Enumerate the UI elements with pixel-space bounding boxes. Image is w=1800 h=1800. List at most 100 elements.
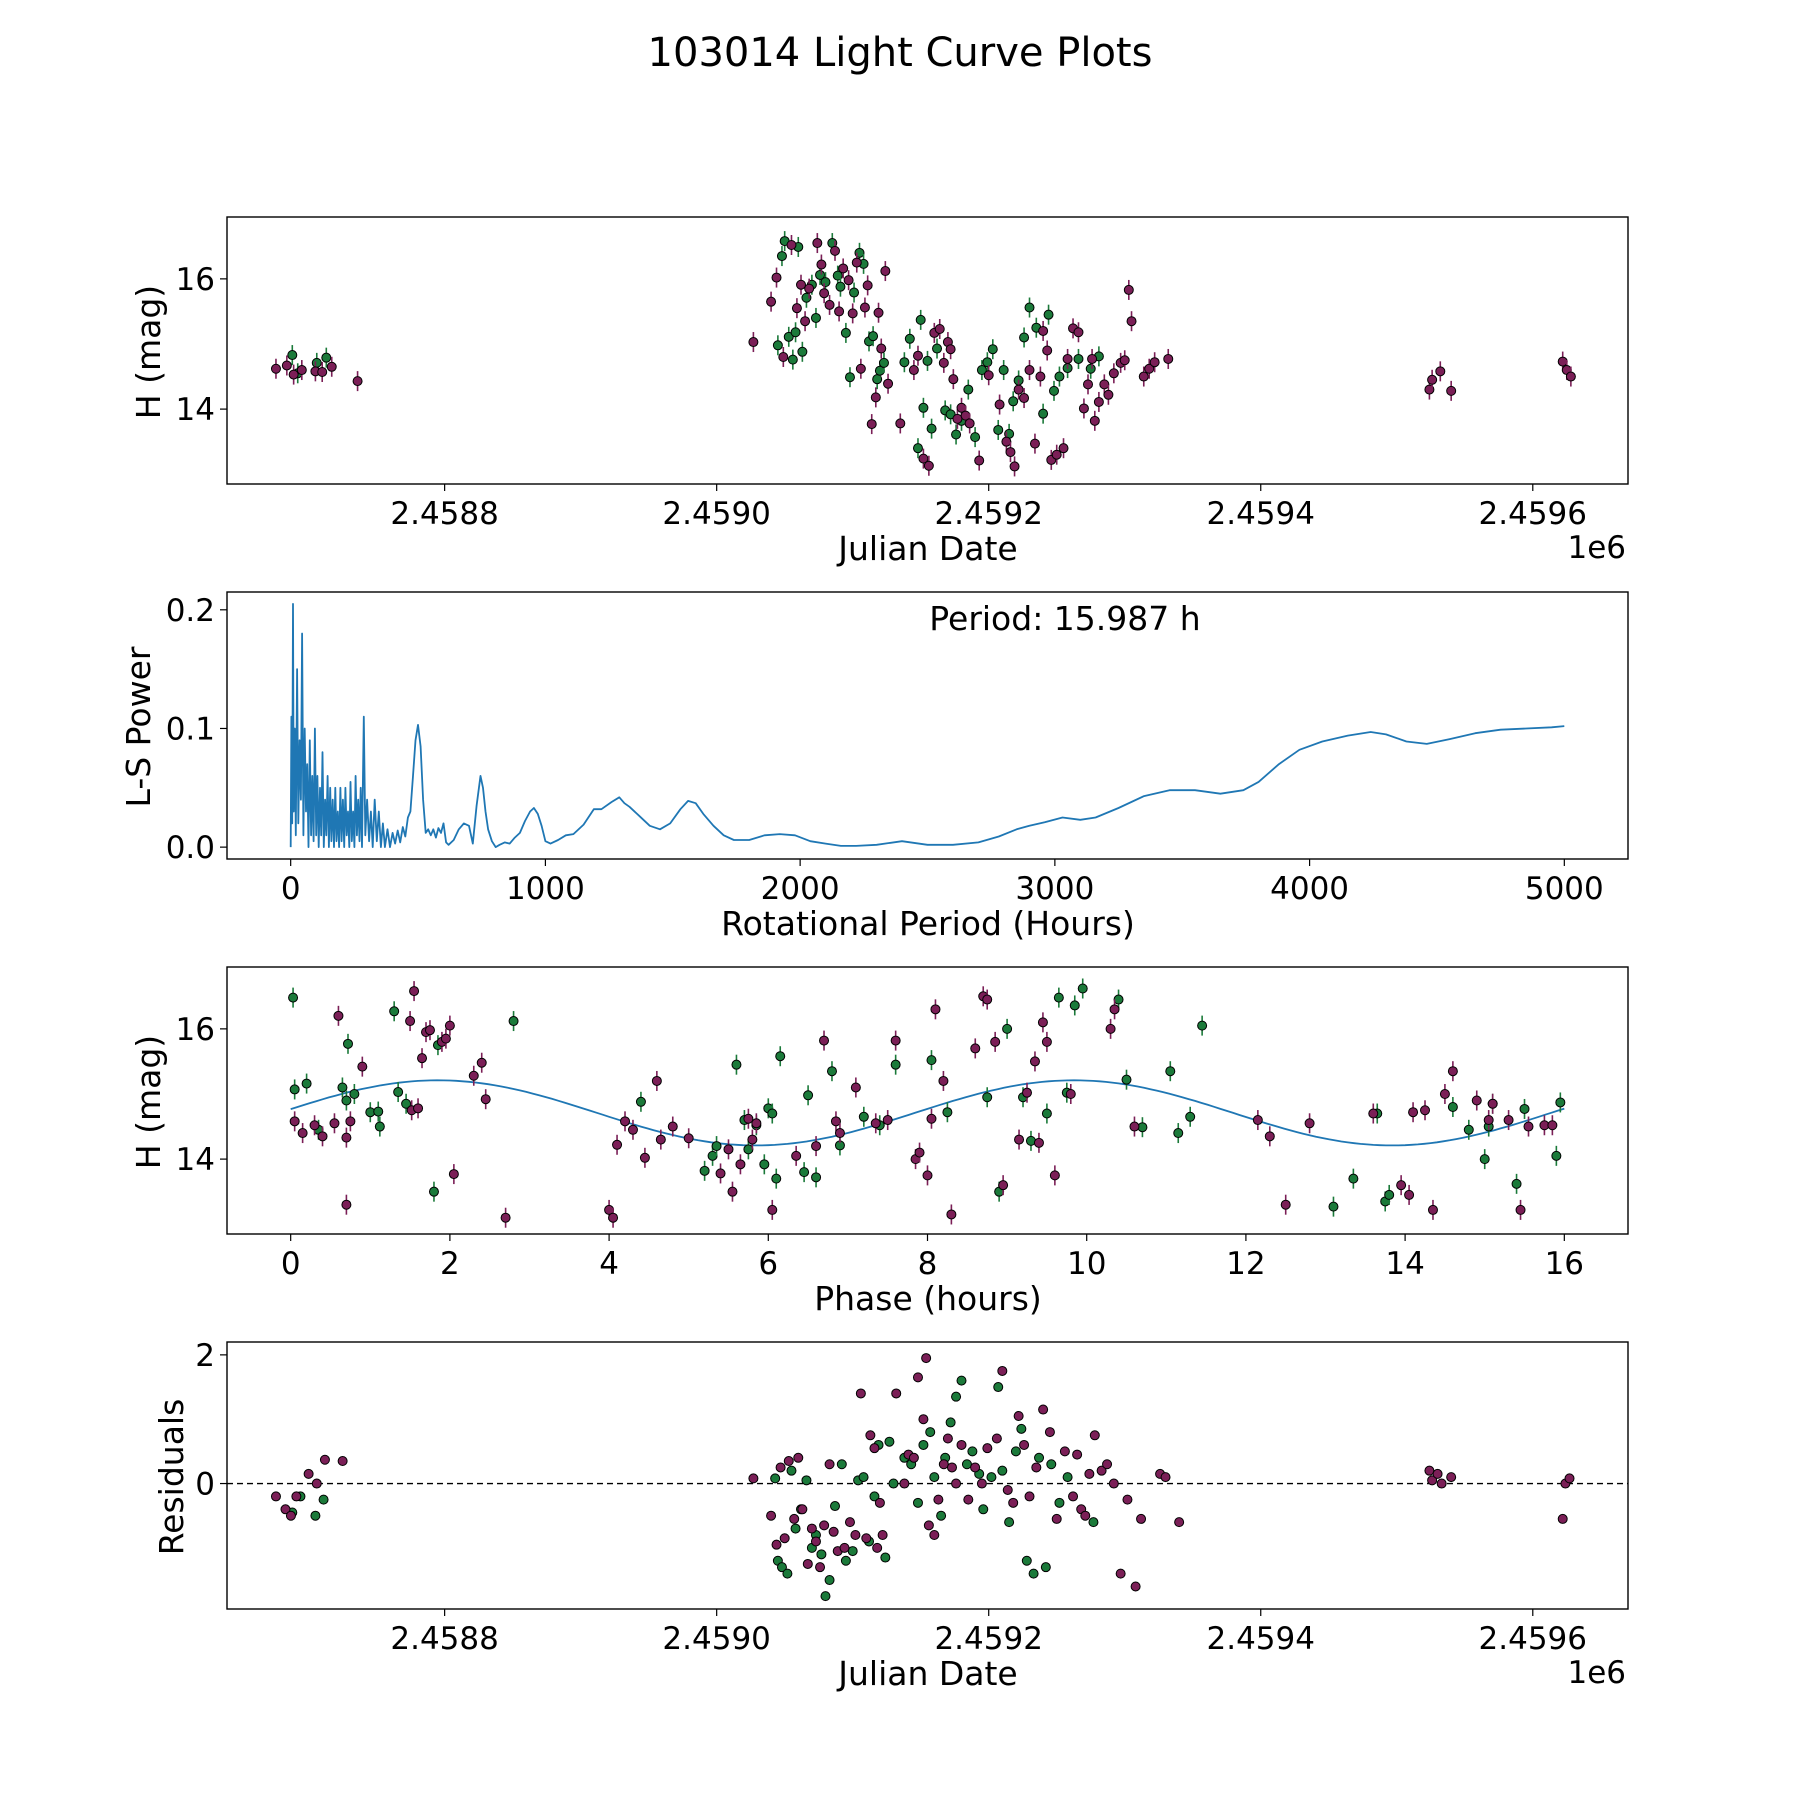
residuals-purple-point xyxy=(806,1523,817,1534)
residuals-green-point xyxy=(967,1446,978,1457)
lightcurve-purple-point xyxy=(1427,374,1438,385)
lightcurve-purple-point xyxy=(791,303,802,314)
phased-purple-point xyxy=(727,1186,738,1197)
phased-purple-point xyxy=(1029,1056,1040,1067)
lightcurve-green-point xyxy=(1038,408,1049,419)
lightcurve-purple-point xyxy=(938,357,949,368)
phased-green-point xyxy=(811,1172,822,1183)
phased-purple-point xyxy=(767,1204,778,1215)
lightcurve-purple-point xyxy=(352,376,363,387)
residuals-purple-point xyxy=(1102,1459,1113,1470)
lightcurve-purple-point xyxy=(880,266,891,277)
lightcurve-purple-point xyxy=(812,238,823,249)
lightcurve-purple-point xyxy=(983,370,994,381)
lightcurve-purple-point xyxy=(883,378,894,389)
residuals-green-point xyxy=(1088,1517,1099,1528)
residuals-green-point xyxy=(1034,1452,1045,1463)
residuals-purple-point xyxy=(872,1542,883,1553)
lightcurve-green-point xyxy=(1043,309,1054,320)
lightcurve-green-point xyxy=(976,365,987,376)
residuals-purple-point xyxy=(1096,1465,1107,1476)
lightcurve-purple-point xyxy=(1557,356,1568,367)
phased-green-point xyxy=(1197,1020,1208,1031)
lightcurve-purple-point xyxy=(847,308,858,319)
phased-purple-point xyxy=(1037,1017,1048,1028)
lightcurve-purple-point xyxy=(870,392,881,403)
lightcurve-purple-point xyxy=(876,343,887,354)
phased-purple-point xyxy=(922,1170,933,1181)
residuals-purple-point xyxy=(908,1452,919,1463)
phased-xtick-label: 2 xyxy=(440,1246,460,1282)
lightcurve-purple-point xyxy=(317,366,328,377)
residuals-green-point xyxy=(318,1494,329,1505)
lightcurve-purple-point xyxy=(816,259,827,270)
residuals-purple-point xyxy=(850,1530,861,1541)
phased-purple-point xyxy=(1427,1204,1438,1215)
residuals-purple-point xyxy=(899,1478,910,1489)
lightcurve-purple-point xyxy=(948,374,959,385)
residuals-purple-point xyxy=(991,1433,1002,1444)
phased-green-point xyxy=(1069,1000,1080,1011)
residuals-green-point xyxy=(997,1465,1008,1476)
residuals-purple-point xyxy=(869,1443,880,1454)
lightcurve-offset-label: 1e6 xyxy=(1567,530,1626,566)
periodogram-ytick-label: 0.0 xyxy=(166,830,215,866)
residuals-purple-point xyxy=(938,1459,949,1470)
phased-green-point xyxy=(826,1066,837,1077)
residuals-green-point xyxy=(1021,1555,1032,1566)
lightcurve-purple-point xyxy=(1108,368,1119,379)
lightcurve-green-point xyxy=(970,432,981,443)
lightcurve-green-point xyxy=(915,314,926,325)
residuals-purple-point xyxy=(1024,1491,1035,1502)
residuals-purple-point xyxy=(280,1504,291,1515)
residuals-green-point xyxy=(310,1510,321,1521)
phased-purple-point xyxy=(345,1116,356,1127)
phased-ylabel: H (mag) xyxy=(129,1035,168,1169)
residuals-purple-point xyxy=(1013,1410,1024,1421)
phased-green-point xyxy=(799,1167,810,1178)
phased-purple-point xyxy=(834,1128,845,1139)
phased-purple-point xyxy=(890,1035,901,1046)
periodogram-xtick-label: 0 xyxy=(281,871,301,907)
lightcurve-green-point xyxy=(993,424,1004,435)
periodogram-ytick-label: 0.1 xyxy=(166,711,215,747)
lightcurve-purple-point xyxy=(1009,461,1020,472)
phased-panel: Phase (hours) H (mag) 0 2 4 6 8 10 12 14 16 14 16 xyxy=(129,966,1629,1318)
lightcurve-green-point xyxy=(787,354,798,365)
residuals-green-point xyxy=(956,1375,967,1386)
phased-purple-point xyxy=(405,1016,416,1027)
phased-xtick-label: 16 xyxy=(1545,1246,1584,1282)
lightcurve-purple-point xyxy=(288,369,299,380)
lightcurve-green-point xyxy=(844,372,855,383)
lightcurve-purple-point xyxy=(1062,353,1073,364)
lightcurve-purple-point xyxy=(270,363,281,374)
residuals-purple-point xyxy=(933,1494,944,1505)
lightcurve-green-point xyxy=(926,423,937,434)
residuals-xtick-label: 2.4590 xyxy=(662,1621,770,1657)
phased-ytick-label: 14 xyxy=(176,1142,215,1178)
phased-purple-point xyxy=(1041,1036,1052,1047)
phased-green-point xyxy=(393,1087,404,1098)
residuals-purple-point xyxy=(1019,1439,1030,1450)
phased-green-point xyxy=(771,1173,782,1184)
residuals-xlabel: Julian Date xyxy=(836,1654,1018,1693)
phased-purple-point xyxy=(1439,1088,1450,1099)
phased-green-point xyxy=(767,1108,778,1119)
lightcurve-purple-point xyxy=(834,306,845,317)
lightcurve-ylabel: H (mag) xyxy=(129,285,168,419)
residuals-purple-point xyxy=(1174,1517,1185,1528)
phased-green-point xyxy=(508,1016,519,1027)
lightcurve-green-point xyxy=(878,357,889,368)
residuals-purple-point xyxy=(291,1491,302,1502)
phased-purple-point xyxy=(651,1075,662,1086)
lightcurve-purple-point xyxy=(1446,385,1457,396)
lightcurve-purple-point xyxy=(766,296,777,307)
lightcurve-purple-point xyxy=(1123,284,1134,295)
phased-green-point xyxy=(1121,1074,1132,1085)
phased-purple-point xyxy=(1396,1180,1407,1191)
lightcurve-purple-point xyxy=(994,399,1005,410)
phased-purple-point xyxy=(417,1053,428,1064)
residuals-purple-point xyxy=(970,1462,981,1473)
lightcurve-purple-point xyxy=(912,350,923,361)
phased-xtick-label: 10 xyxy=(1067,1246,1106,1282)
